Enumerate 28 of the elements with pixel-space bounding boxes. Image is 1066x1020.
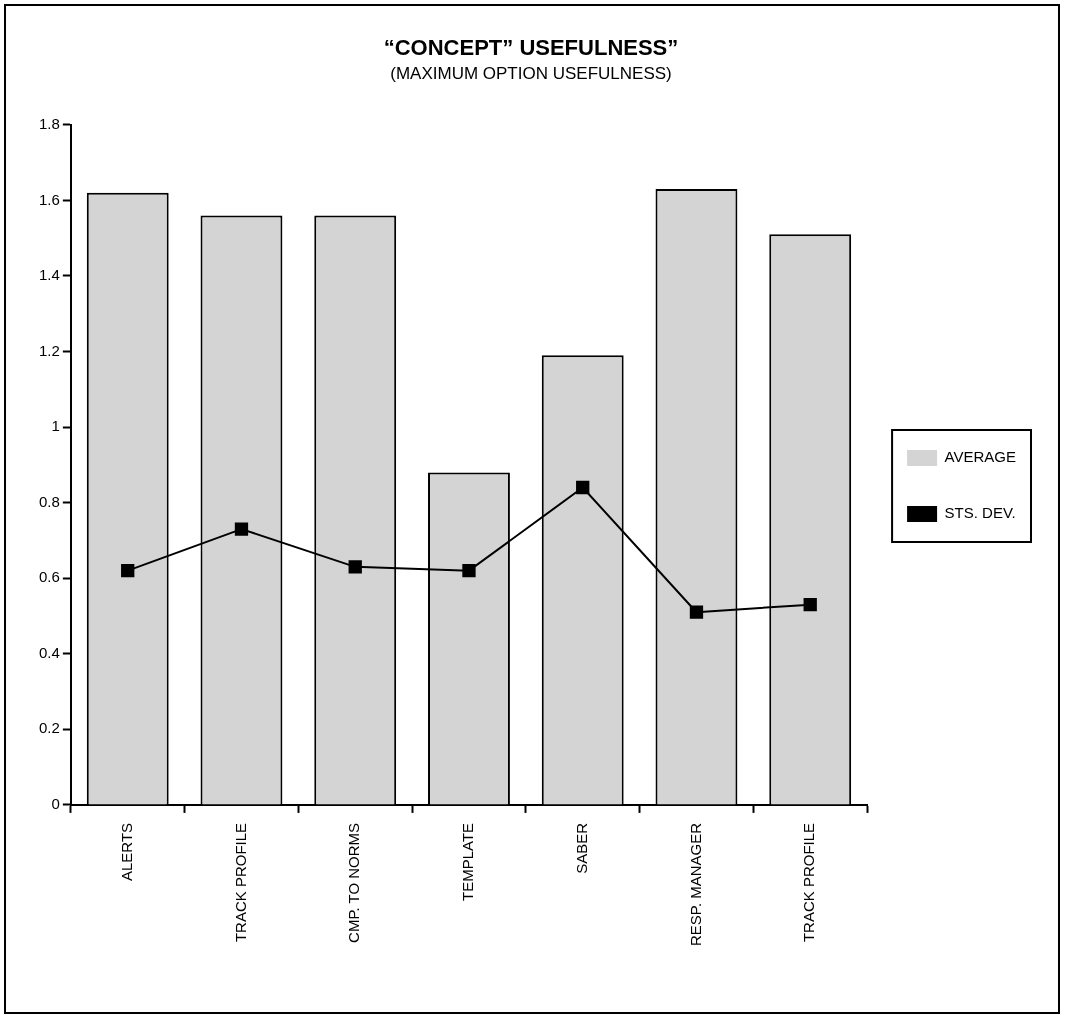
x-tick-label: TEMPLATE xyxy=(459,822,477,901)
chart-title: “CONCEPT” USEFULNESS” xyxy=(383,35,679,61)
x-tick-label: TRACK PROFILE xyxy=(231,822,249,943)
x-tick-label: RESP. MANAGER xyxy=(686,822,704,946)
x-tick-label: SABER xyxy=(572,822,590,874)
y-tick-label: 0.4 xyxy=(38,643,60,661)
y-tick-label: 0.6 xyxy=(38,568,60,586)
y-tick-label: 1 xyxy=(51,417,60,435)
y-tick-label: 0 xyxy=(51,795,60,813)
point xyxy=(234,522,249,536)
x-tick-label: TRACK PROFILE xyxy=(800,822,818,943)
y-tick-label: 0.8 xyxy=(38,492,60,510)
point xyxy=(121,563,135,578)
point xyxy=(689,605,704,619)
legend-label: STS. DEV. xyxy=(944,504,1016,522)
point xyxy=(576,480,590,495)
legend-label: AVERAGE xyxy=(944,448,1017,466)
y-tick-label: 1.6 xyxy=(38,190,60,208)
x-tick-label: CMP. TO NORMS xyxy=(345,822,363,943)
point xyxy=(462,563,476,578)
y-tick-label: 0.2 xyxy=(38,719,60,737)
point xyxy=(803,598,817,612)
point xyxy=(348,560,362,574)
y-tick-label: 1.8 xyxy=(38,114,60,132)
x-tick-label: ALERTS xyxy=(117,822,135,881)
y-tick-label: 1.4 xyxy=(38,266,60,284)
y-tick-label: 1.2 xyxy=(38,341,60,359)
chart-subtitle: (MAXIMUM OPTION USEFULNESS) xyxy=(390,64,672,84)
